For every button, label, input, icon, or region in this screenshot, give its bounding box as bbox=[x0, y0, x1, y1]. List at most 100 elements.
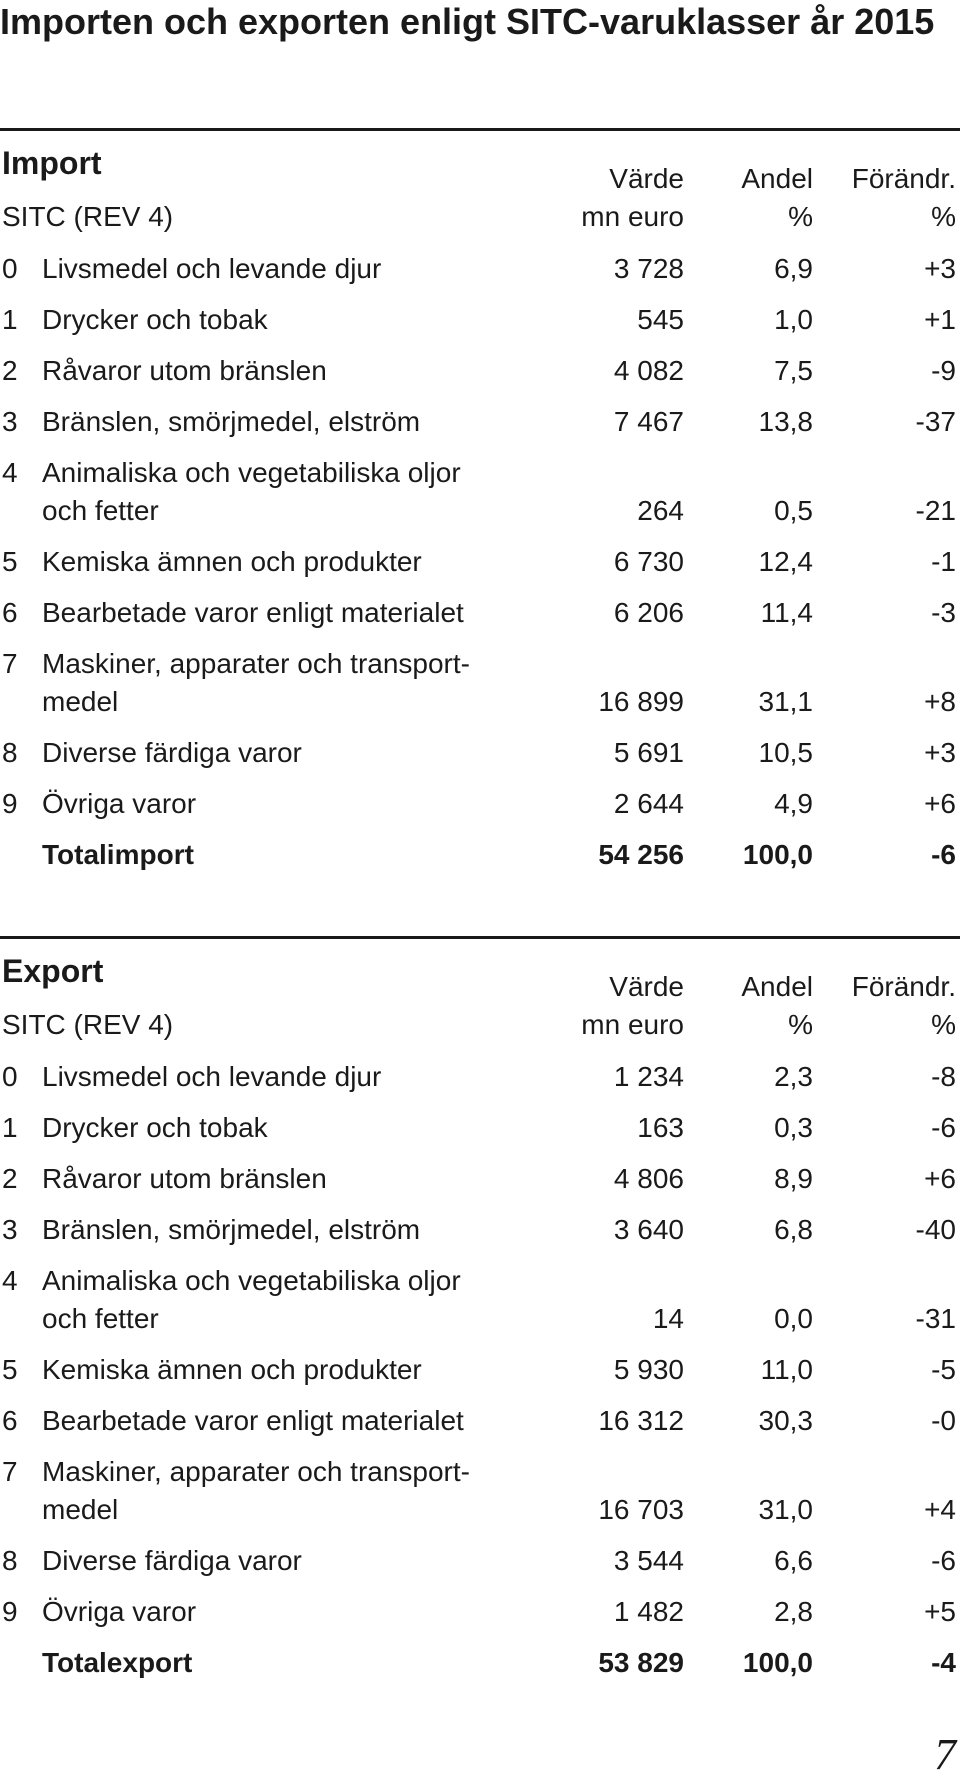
export-row-share: 30,3 bbox=[758, 1405, 814, 1436]
import-row-share: 13,8 bbox=[758, 406, 814, 437]
export-total-label: Totalexport bbox=[42, 1647, 193, 1678]
export-col-change-unit: % bbox=[931, 1009, 956, 1040]
export-row-change: -0 bbox=[931, 1405, 956, 1436]
import-col-change: Förändr. bbox=[851, 163, 956, 194]
import-sitc-label: SITC (REV 4) bbox=[2, 201, 174, 232]
import-row-label: Diverse färdiga varor bbox=[42, 737, 302, 768]
export-row-change: -31 bbox=[915, 1303, 956, 1334]
export-row-label: Drycker och tobak bbox=[42, 1112, 268, 1143]
export-row-share: 6,8 bbox=[774, 1214, 813, 1245]
import-row-label: Bearbetade varor enligt materialet bbox=[42, 597, 464, 628]
export-row-value: 1 234 bbox=[613, 1061, 684, 1092]
export-row-share: 0,3 bbox=[774, 1112, 813, 1143]
import-total-label: Totalimport bbox=[42, 839, 194, 870]
import-row-share: 11,4 bbox=[760, 597, 813, 628]
import-col-share-unit: % bbox=[788, 201, 813, 232]
import-row-code: 2 bbox=[2, 355, 18, 386]
export-row-change: -5 bbox=[931, 1354, 956, 1385]
export-row-code: 6 bbox=[2, 1405, 18, 1436]
import-row-share: 1,0 bbox=[774, 304, 813, 335]
import-row-code: 8 bbox=[2, 737, 18, 768]
page-number: 7 bbox=[934, 1730, 956, 1779]
import-row-label: Övriga varor bbox=[42, 788, 197, 819]
export-col-change: Förändr. bbox=[851, 971, 956, 1002]
import-row-label-cont: och fetter bbox=[42, 495, 159, 526]
export-row-label: Övriga varor bbox=[42, 1596, 197, 1627]
export-sitc-label: SITC (REV 4) bbox=[2, 1009, 174, 1040]
export-row-label: Råvaror utom bränslen bbox=[42, 1163, 327, 1194]
export-row-code: 9 bbox=[2, 1596, 18, 1627]
import-row-label: Maskiner, apparater och transport- bbox=[42, 648, 470, 679]
export-row-label: Livsmedel och levande djur bbox=[42, 1061, 382, 1092]
export-row-label-cont: och fetter bbox=[42, 1303, 159, 1334]
export-row-code: 7 bbox=[2, 1456, 18, 1487]
export-row-value: 14 bbox=[652, 1303, 684, 1334]
export-col-value-unit: mn euro bbox=[581, 1009, 684, 1040]
export-row-code: 8 bbox=[2, 1545, 18, 1576]
export-row-change: +4 bbox=[924, 1494, 956, 1525]
import-col-change-unit: % bbox=[931, 201, 956, 232]
import-row-label-cont: medel bbox=[42, 686, 119, 717]
export-row-value: 4 806 bbox=[613, 1163, 684, 1194]
import-row-label: Kemiska ämnen och produkter bbox=[42, 546, 422, 577]
export-row-value: 3 544 bbox=[613, 1545, 684, 1576]
export-row-share: 31,0 bbox=[758, 1494, 814, 1525]
import-row-label: Drycker och tobak bbox=[42, 304, 268, 335]
export-row-label: Bearbetade varor enligt materialet bbox=[42, 1405, 464, 1436]
import-total-value: 54 256 bbox=[598, 839, 684, 870]
import-row-code: 7 bbox=[2, 648, 18, 679]
import-row-code: 6 bbox=[2, 597, 18, 628]
import-row-value: 5 691 bbox=[613, 737, 684, 768]
export-row-label: Bränslen, smörjmedel, elström bbox=[42, 1214, 421, 1245]
export-row-value: 1 482 bbox=[613, 1596, 684, 1627]
export-row-share: 8,9 bbox=[774, 1163, 813, 1194]
import-row-change: +3 bbox=[924, 737, 956, 768]
export-row-change: -6 bbox=[931, 1545, 956, 1576]
import-row-value: 6 730 bbox=[613, 546, 684, 577]
export-col-value: Värde bbox=[609, 971, 684, 1002]
export-row-code: 0 bbox=[2, 1061, 18, 1092]
import-row-change: +6 bbox=[924, 788, 956, 819]
import-row-value: 7 467 bbox=[613, 406, 684, 437]
import-row-change: +3 bbox=[924, 253, 956, 284]
export-row-code: 4 bbox=[2, 1265, 18, 1296]
export-row-label: Kemiska ämnen och produkter bbox=[42, 1354, 422, 1385]
import-row-share: 4,9 bbox=[774, 788, 813, 819]
import-row-value: 16 899 bbox=[598, 686, 684, 717]
import-row-change: -21 bbox=[915, 495, 956, 526]
import-row-share: 10,5 bbox=[758, 737, 814, 768]
export-row-share: 11,0 bbox=[760, 1354, 813, 1385]
export-row-value: 16 312 bbox=[598, 1405, 684, 1436]
page-title: Importen och exporten enligt SITC-varukl… bbox=[0, 1, 935, 42]
export-row-label: Diverse färdiga varor bbox=[42, 1545, 302, 1576]
export-row-value: 5 930 bbox=[613, 1354, 684, 1385]
export-top-rule bbox=[0, 936, 960, 939]
import-row-change: -37 bbox=[915, 406, 956, 437]
import-row-label: Livsmedel och levande djur bbox=[42, 253, 382, 284]
import-col-share: Andel bbox=[741, 163, 813, 194]
export-total-value: 53 829 bbox=[598, 1647, 684, 1678]
import-top-rule bbox=[0, 128, 960, 131]
export-row-label-cont: medel bbox=[42, 1494, 119, 1525]
import-row-code: 9 bbox=[2, 788, 18, 819]
import-row-code: 4 bbox=[2, 457, 18, 488]
export-row-code: 5 bbox=[2, 1354, 18, 1385]
export-row-change: +6 bbox=[924, 1163, 956, 1194]
import-row-code: 0 bbox=[2, 253, 18, 284]
export-row-label: Maskiner, apparater och transport- bbox=[42, 1456, 470, 1487]
import-row-change: -3 bbox=[931, 597, 956, 628]
import-row-value: 3 728 bbox=[613, 253, 684, 284]
export-row-value: 16 703 bbox=[598, 1494, 684, 1525]
export-row-code: 2 bbox=[2, 1163, 18, 1194]
export-row-change: -8 bbox=[931, 1061, 956, 1092]
export-row-value: 163 bbox=[637, 1112, 684, 1143]
import-row-code: 5 bbox=[2, 546, 18, 577]
import-row-share: 12,4 bbox=[758, 546, 814, 577]
export-row-share: 0,0 bbox=[774, 1303, 813, 1334]
export-row-change: -6 bbox=[931, 1112, 956, 1143]
import-row-change: +1 bbox=[924, 304, 956, 335]
export-total-share: 100,0 bbox=[742, 1647, 813, 1678]
import-total-change: -6 bbox=[931, 839, 956, 870]
import-row-code: 1 bbox=[2, 304, 18, 335]
import-col-value-unit: mn euro bbox=[581, 201, 684, 232]
